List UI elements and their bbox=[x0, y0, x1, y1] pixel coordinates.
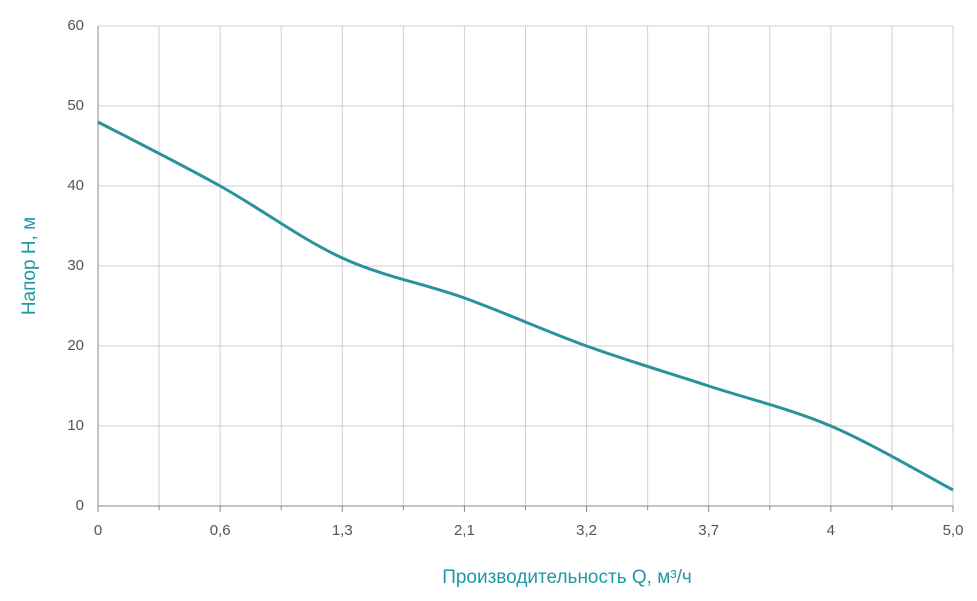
y-tick-label: 10 bbox=[67, 417, 84, 434]
y-axis-title: Напор Н, м bbox=[19, 217, 40, 315]
y-tick-label: 50 bbox=[67, 97, 84, 114]
x-tick-label: 5,0 bbox=[943, 522, 964, 539]
x-tick-label: 1,3 bbox=[332, 522, 353, 539]
x-tick-label: 4 bbox=[827, 522, 835, 539]
y-tick-label: 60 bbox=[67, 17, 84, 34]
y-tick-label: 30 bbox=[67, 257, 84, 274]
x-tick-label: 0 bbox=[94, 522, 102, 539]
x-tick-label: 0,6 bbox=[210, 522, 231, 539]
x-tick-label: 3,2 bbox=[576, 522, 597, 539]
x-axis-title: Производительность Q, м³/ч bbox=[442, 567, 692, 588]
curve bbox=[97, 120, 954, 492]
y-tick-label: 40 bbox=[67, 177, 84, 194]
x-tick-label: 3,7 bbox=[698, 522, 719, 539]
x-tick-label: 2,1 bbox=[454, 522, 475, 539]
y-tick-label: 20 bbox=[67, 337, 84, 354]
y-tick-label: 0 bbox=[76, 497, 84, 514]
